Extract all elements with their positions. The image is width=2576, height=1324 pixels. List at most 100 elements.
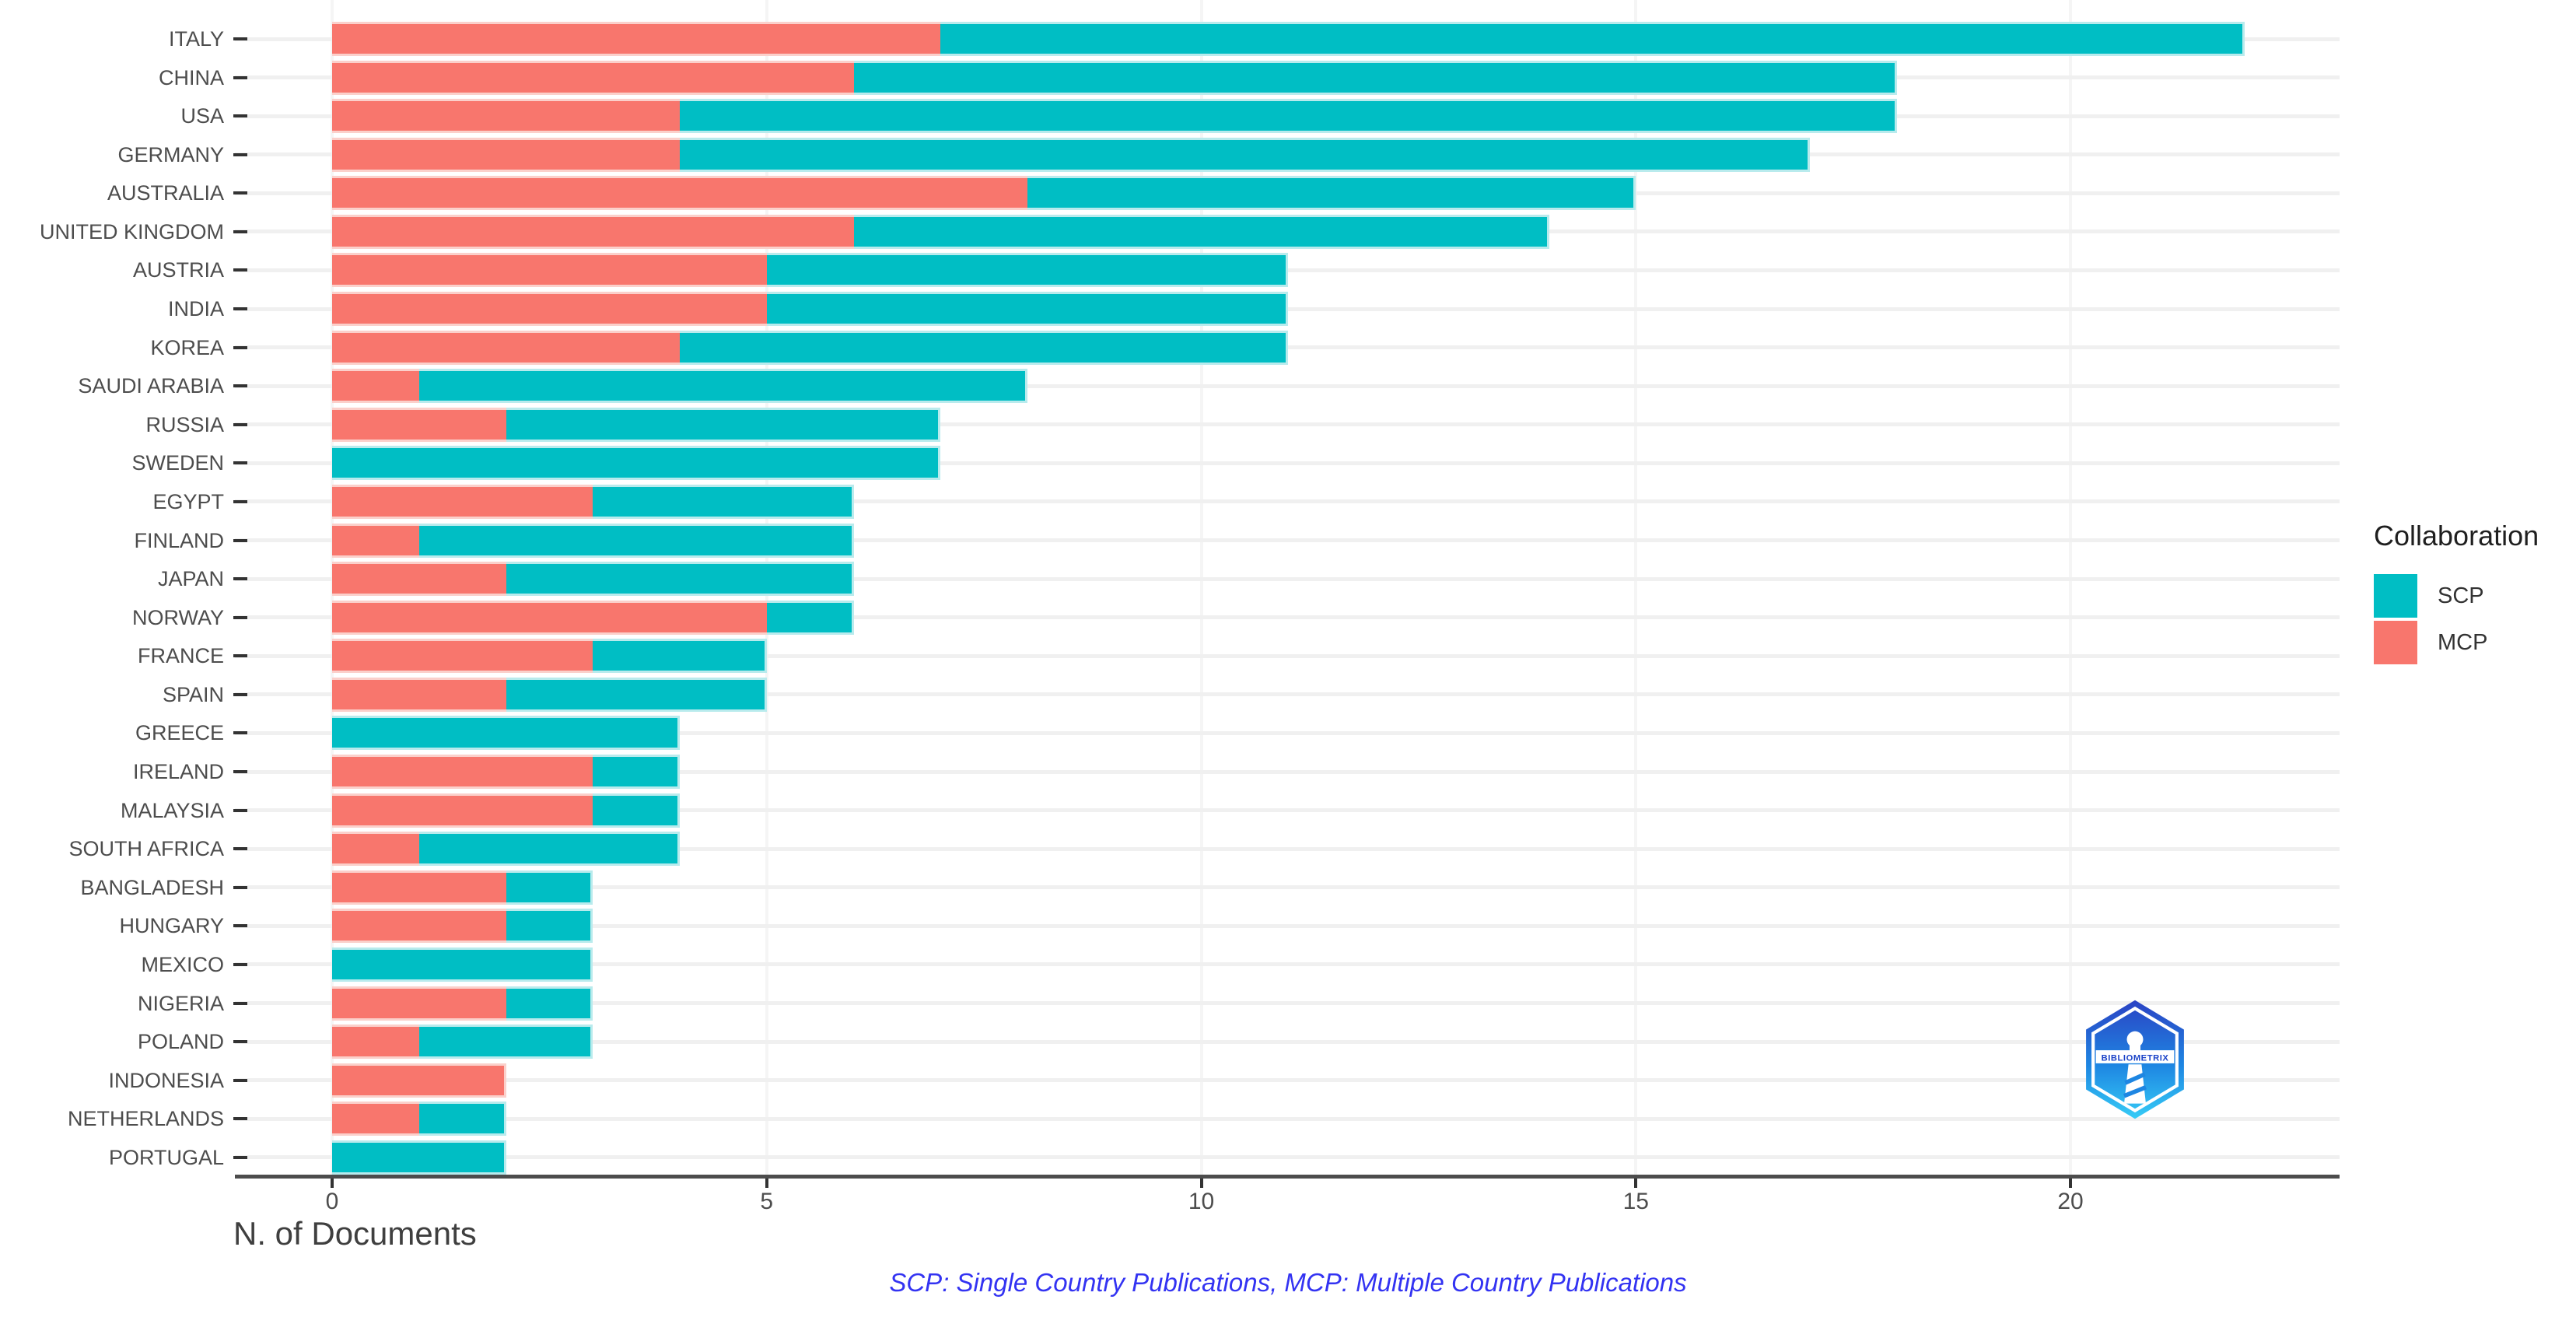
bar-segment-mcp <box>332 407 506 442</box>
y-tick <box>233 885 247 889</box>
bar-segment-scp <box>506 562 854 597</box>
country-label: KOREA <box>150 335 224 359</box>
x-tick <box>1199 1179 1203 1188</box>
y-tick <box>233 268 247 272</box>
y-tick <box>233 808 247 812</box>
x-tick <box>1634 1179 1638 1188</box>
y-tick <box>233 422 247 426</box>
bar-segment-scp <box>766 292 1289 327</box>
country-label: HUNGARY <box>119 914 224 938</box>
country-label: UNITED KINGDOM <box>39 219 224 243</box>
gridline-h <box>235 1116 2340 1121</box>
country-label: AUSTRIA <box>132 258 224 282</box>
bar-segment-scp <box>418 369 1027 404</box>
y-tick <box>233 654 247 658</box>
country-label: PORTUGAL <box>108 1145 224 1169</box>
bar-segment-mcp <box>332 330 680 365</box>
y-tick <box>233 114 247 118</box>
scp-swatch <box>2374 574 2417 618</box>
country-label: NIGERIA <box>137 991 224 1015</box>
bar-segment-scp <box>766 253 1289 288</box>
gridline-h <box>235 1155 2340 1160</box>
y-tick <box>233 499 247 503</box>
bar-segment-mcp <box>332 1063 506 1098</box>
y-tick <box>233 191 247 195</box>
gridline-h <box>235 422 2340 427</box>
bar-segment-scp <box>766 600 854 635</box>
legend-title: Collaboration <box>2374 520 2539 552</box>
country-label: IRELAND <box>132 760 224 784</box>
bar-segment-mcp <box>332 600 767 635</box>
bar-segment-mcp <box>332 755 593 790</box>
country-label: NORWAY <box>131 605 224 629</box>
gridline-h <box>235 1078 2340 1083</box>
y-tick <box>233 461 247 465</box>
y-tick <box>233 1155 247 1159</box>
gridline-h <box>235 615 2340 620</box>
y-tick <box>233 1078 247 1082</box>
logo-inner-hexagon <box>2091 1006 2179 1113</box>
country-label: NETHERLANDS <box>67 1107 224 1131</box>
bar-segment-mcp <box>332 1025 419 1060</box>
bar-segment-scp <box>506 677 767 712</box>
y-tick <box>233 384 247 388</box>
y-tick <box>233 345 247 349</box>
bar-segment-mcp <box>332 1102 419 1137</box>
bar-segment-mcp <box>332 99 680 134</box>
bar-segment-scp <box>332 716 680 751</box>
bar-segment-scp <box>853 214 1549 249</box>
country-label: SAUDI ARABIA <box>78 374 224 398</box>
bar-segment-scp <box>506 986 593 1021</box>
gridline-h <box>235 461 2340 465</box>
bar-segment-scp <box>418 832 680 867</box>
x-tick-label: 15 <box>1622 1189 1649 1214</box>
bar-segment-mcp <box>332 484 593 519</box>
bar-segment-scp <box>506 909 593 944</box>
gridline-h <box>235 692 2340 697</box>
bar-segment-scp <box>418 1102 506 1137</box>
y-tick <box>233 307 247 311</box>
country-label: FINLAND <box>134 528 224 552</box>
x-tick-label: 10 <box>1188 1189 1215 1214</box>
x-tick-label: 20 <box>2057 1189 2084 1214</box>
bar-segment-scp <box>332 446 941 481</box>
bar-segment-scp <box>940 22 2245 56</box>
x-tick-label: 0 <box>325 1189 339 1214</box>
gridline-h <box>235 846 2340 851</box>
gridline-h <box>235 808 2340 813</box>
gridline-h <box>235 653 2340 658</box>
bar-segment-mcp <box>332 677 506 712</box>
bibliometrix-logo: BIBLIOMETRIX <box>2086 1000 2184 1119</box>
bar-segment-scp <box>593 793 680 828</box>
gridline-h <box>235 538 2340 543</box>
y-tick <box>233 229 247 233</box>
logo-lighthouse-lamp <box>2130 1041 2140 1052</box>
country-label: AUSTRALIA <box>107 181 224 205</box>
y-tick <box>233 770 247 774</box>
gridline-h <box>235 923 2340 928</box>
bar-segment-mcp <box>332 176 1027 211</box>
country-label: MALAYSIA <box>120 798 224 822</box>
logo-stripe <box>2123 1085 2147 1098</box>
y-tick <box>233 924 247 928</box>
y-tick <box>233 692 247 696</box>
bar-segment-mcp <box>332 639 593 674</box>
country-label: SWEDEN <box>131 451 224 475</box>
y-tick <box>233 152 247 156</box>
bar-segment-scp <box>418 1025 593 1060</box>
country-label: USA <box>180 104 224 128</box>
country-label: SOUTH AFRICA <box>68 837 224 861</box>
bar-segment-mcp <box>332 137 680 172</box>
bar-segment-scp <box>1027 176 1636 211</box>
gridline-v <box>2069 0 2072 1175</box>
bar-segment-mcp <box>332 22 941 56</box>
bar-segment-mcp <box>332 60 854 95</box>
logo-band <box>2095 1050 2175 1063</box>
bar-segment-scp <box>680 330 1289 365</box>
legend-item-scp: SCP <box>2374 574 2539 618</box>
gridline-v <box>1634 0 1638 1175</box>
gridline-h <box>235 769 2340 774</box>
y-tick <box>233 577 247 581</box>
country-label: SPAIN <box>162 682 224 706</box>
